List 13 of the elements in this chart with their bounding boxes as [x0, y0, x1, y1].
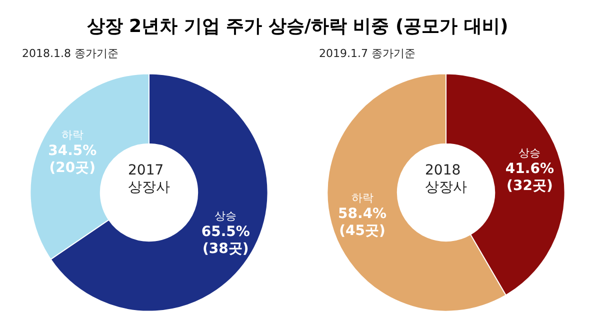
slice-label: 상승 [214, 210, 236, 223]
text: 2018 상장사 [425, 162, 468, 196]
text: 2019.1.7 종가기준 [319, 47, 416, 60]
slice-label: 하락 [61, 128, 84, 142]
data-label: 41.6% (32곳) [506, 160, 554, 194]
data-label: 65.5% (38곳) [201, 224, 250, 258]
slice-label: 상승 [518, 146, 541, 160]
slice-label: 하락 [352, 192, 374, 205]
chart-title: 상장 2년차 기업 주가 상승/하락 비중 (공모가 대비) [86, 15, 510, 39]
data-label: 34.5% (20곳) [48, 142, 96, 176]
text: 2018.1.8 종가기준 [22, 47, 118, 60]
text: 2017 상장사 [128, 162, 170, 196]
data-label: 58.4% (45곳) [338, 206, 387, 240]
